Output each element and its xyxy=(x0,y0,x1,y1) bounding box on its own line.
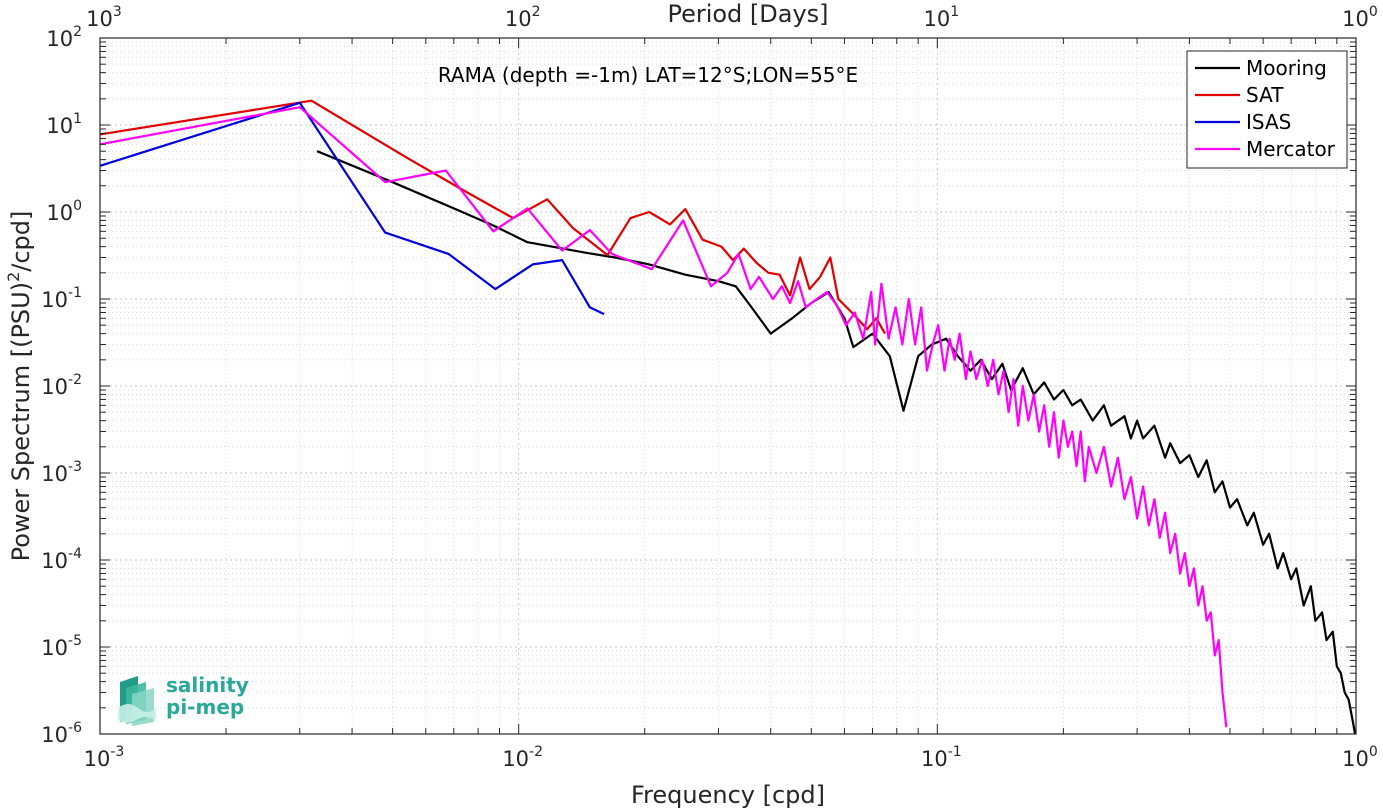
x-axis-label: Frequency [cpd] xyxy=(631,781,825,809)
top-tick-label: 103 xyxy=(86,4,122,31)
y-label-sup: 2 xyxy=(4,272,23,282)
chart-title: RAMA (depth =-1m) LAT=12°S;LON=55°E xyxy=(438,63,858,87)
legend-label-sat: SAT xyxy=(1246,83,1284,107)
series-line-isas xyxy=(99,101,605,316)
salinity-pi-mep-logo: salinity pi-mep xyxy=(118,673,249,726)
y-tick-label: 10-1 xyxy=(41,285,82,312)
axis-ticks xyxy=(99,37,1357,735)
x-tick-label: 100 xyxy=(1342,744,1378,771)
series-line-mooring xyxy=(316,150,1357,735)
y-axis-label: Power Spectrum [(PSU)2/cpd] xyxy=(4,211,35,562)
y-tick-label: 102 xyxy=(46,24,82,51)
y-tick-label: 10-3 xyxy=(41,459,82,486)
x-tick-label: 10-3 xyxy=(84,744,125,771)
logo-line1: salinity xyxy=(166,673,249,697)
y-label-post: /cpd] xyxy=(7,211,35,272)
y-tick-label: 10-2 xyxy=(41,372,82,399)
legend: Mooring SAT ISAS Mercator xyxy=(1186,50,1348,169)
top-tick-label: 100 xyxy=(1342,4,1378,31)
y-tick-label: 10-5 xyxy=(41,633,82,660)
y-label-pre: Power Spectrum [(PSU) xyxy=(7,282,35,561)
top-axis-label: Period [Days] xyxy=(667,0,828,28)
y-tick-label: 10-4 xyxy=(41,546,82,573)
legend-label-mercator: Mercator xyxy=(1246,137,1336,161)
x-tick-label: 10-1 xyxy=(921,744,962,771)
logo-line2: pi-mep xyxy=(166,695,244,719)
x-tick-label: 10-2 xyxy=(502,744,543,771)
top-tick-label: 101 xyxy=(924,4,960,31)
series-line-sat xyxy=(99,99,886,335)
series-line-mercator xyxy=(99,106,1228,728)
top-tick-label: 102 xyxy=(505,4,541,31)
legend-label-mooring: Mooring xyxy=(1246,56,1327,80)
y-tick-label: 100 xyxy=(46,198,82,225)
series-layer xyxy=(99,99,1357,735)
legend-label-isas: ISAS xyxy=(1246,110,1291,134)
y-tick-label: 10-6 xyxy=(41,720,82,747)
plot-background xyxy=(100,38,1356,734)
y-tick-label: 101 xyxy=(46,111,82,138)
